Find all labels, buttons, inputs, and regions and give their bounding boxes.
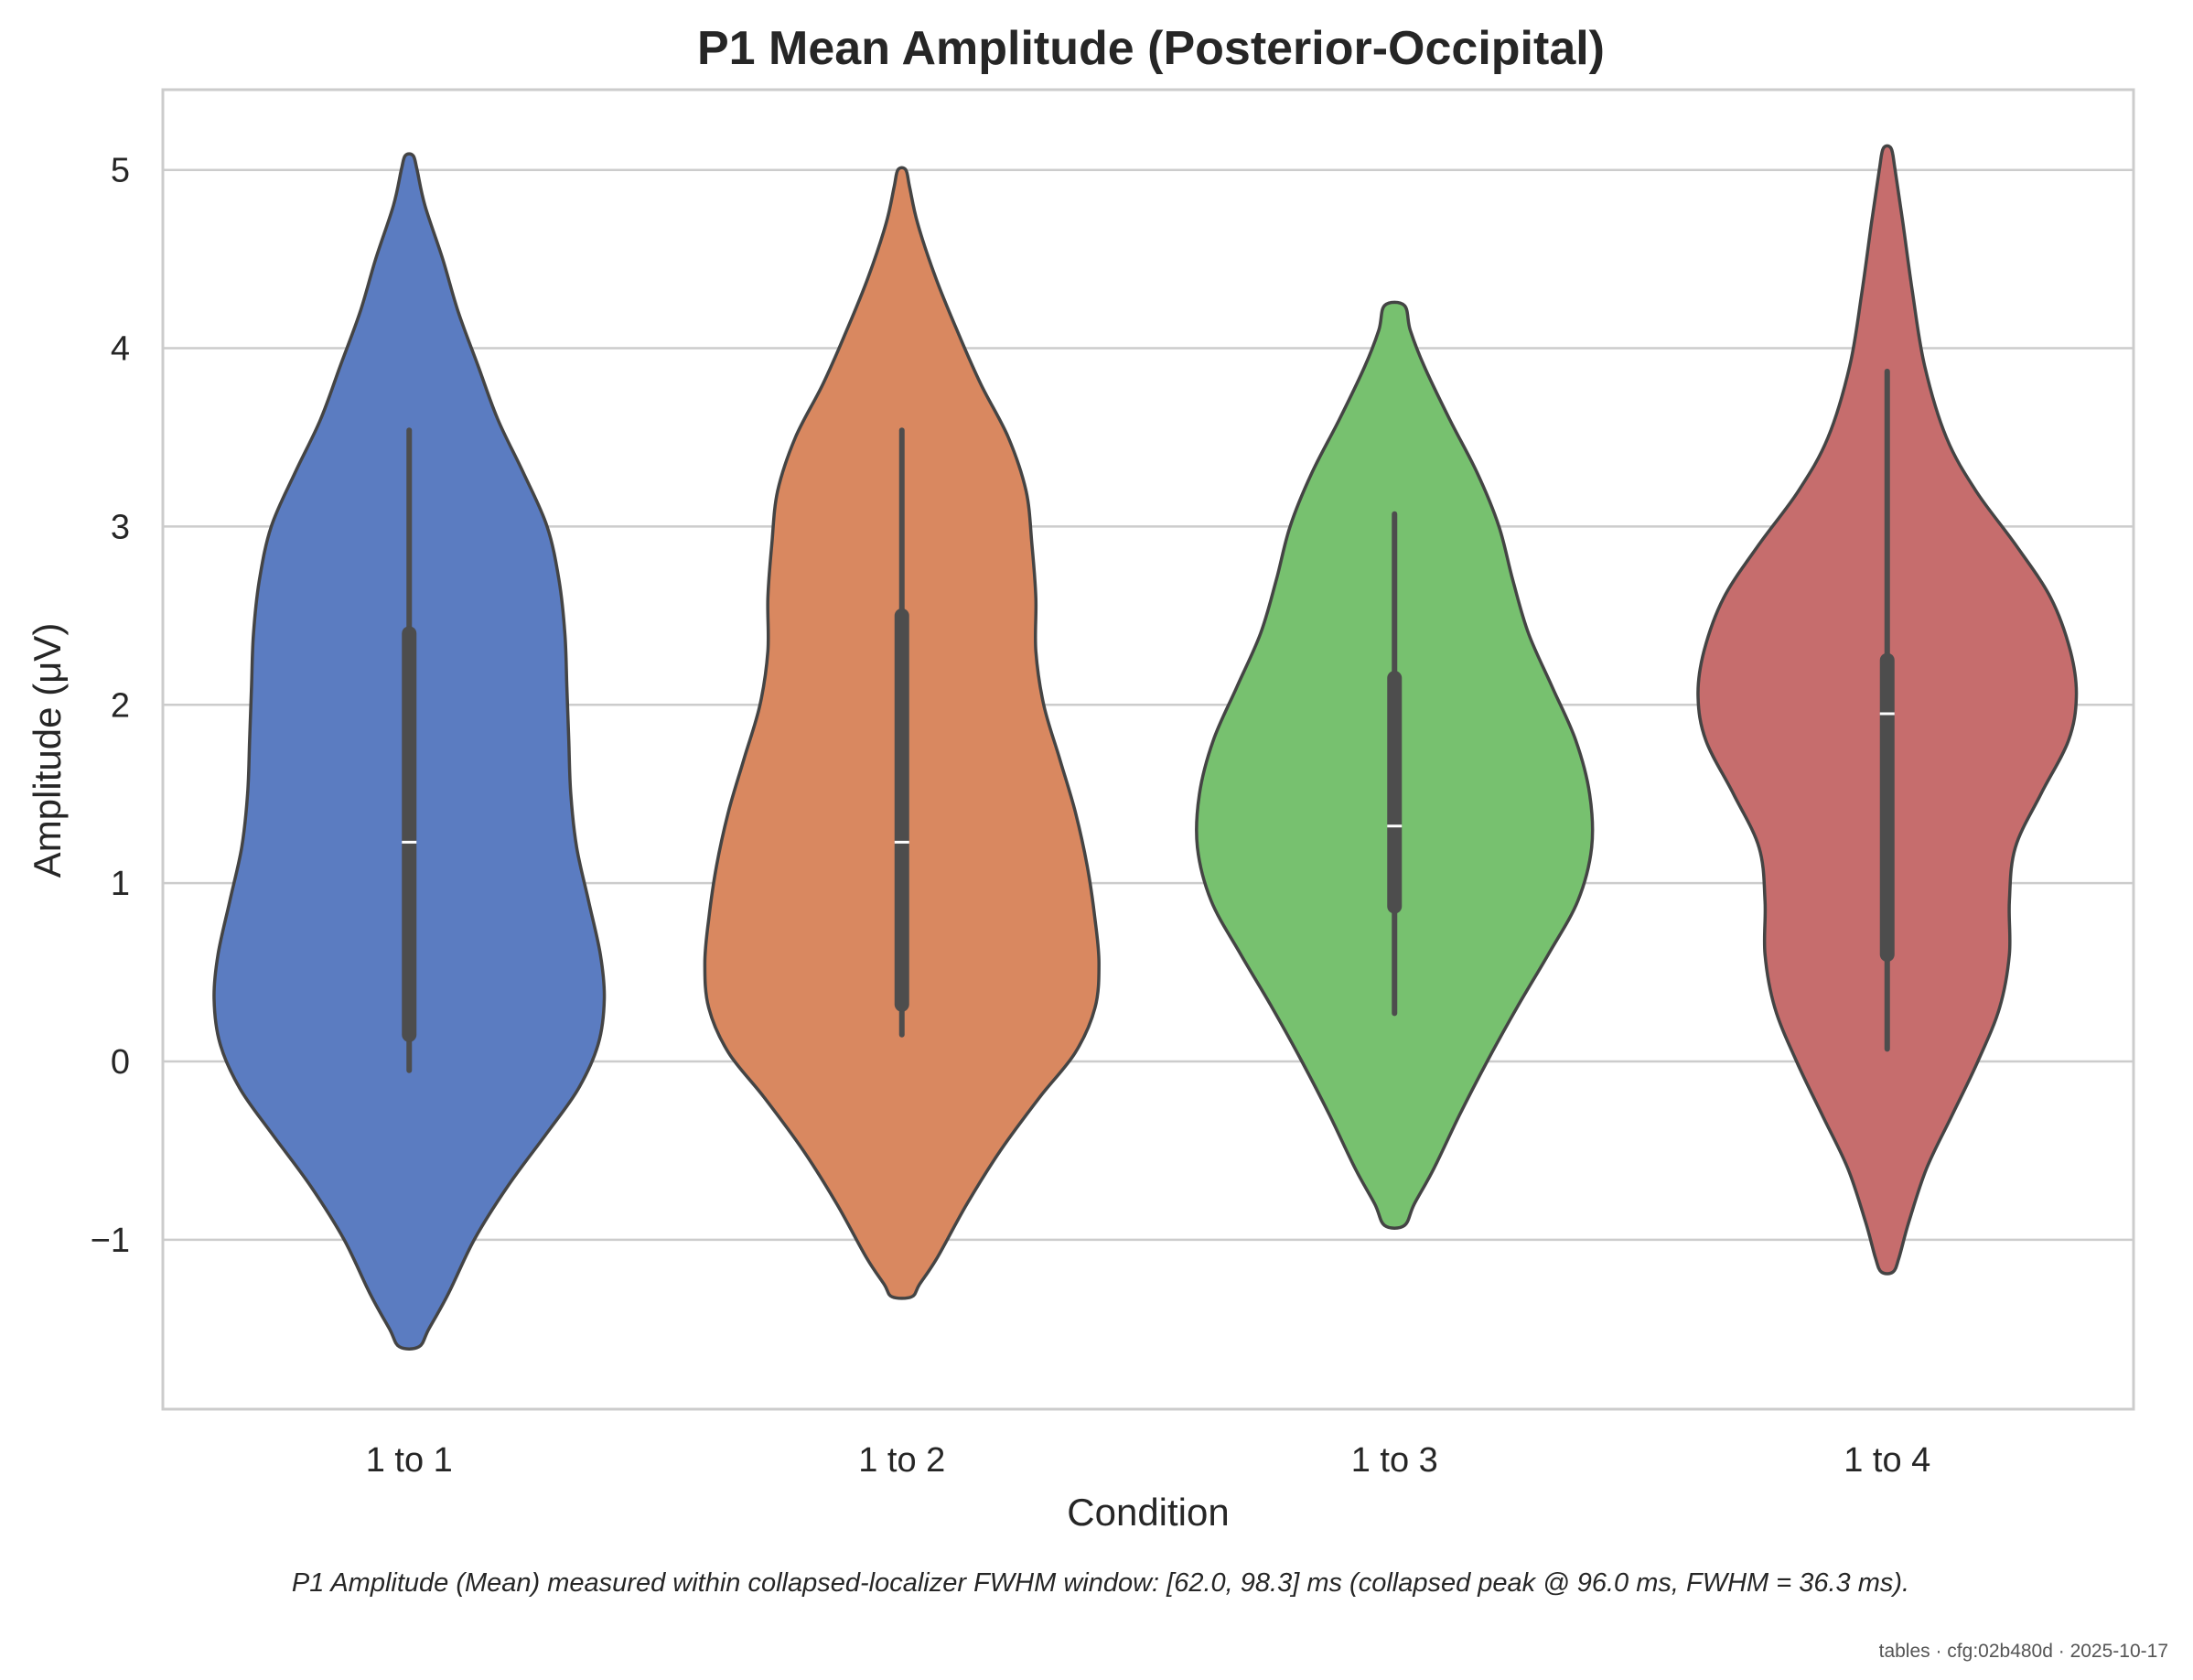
x-tick-label: 1 to 2 bbox=[858, 1441, 945, 1480]
y-tick-label: 5 bbox=[111, 152, 130, 190]
y-tick-label: 0 bbox=[111, 1043, 130, 1082]
inner-box-plots bbox=[402, 368, 1895, 1073]
y-tick-label: −1 bbox=[91, 1222, 130, 1260]
y-axis-label: Amplitude (μV) bbox=[26, 623, 69, 878]
y-tick-label: 2 bbox=[111, 686, 130, 725]
figure-caption: P1 Amplitude (Mean) measured within coll… bbox=[292, 1568, 1909, 1598]
x-tick-label: 1 to 3 bbox=[1351, 1441, 1438, 1480]
x-axis-label: Condition bbox=[1067, 1491, 1229, 1534]
x-tick-labels: 1 to 1 1 to 2 1 to 3 1 to 4 bbox=[366, 1441, 1931, 1480]
y-tick-label: 4 bbox=[111, 330, 130, 369]
y-tick-labels: −1 0 1 2 3 4 5 bbox=[91, 152, 130, 1260]
y-tick-label: 3 bbox=[111, 508, 130, 546]
y-tick-label: 1 bbox=[111, 865, 130, 903]
footer-meta: tables · cfg:02b480d · 2025-10-17 bbox=[1879, 1641, 2168, 1662]
chart-title: P1 Mean Amplitude (Posterior-Occipital) bbox=[697, 22, 1605, 75]
x-tick-label: 1 to 4 bbox=[1844, 1441, 1930, 1480]
x-tick-label: 1 to 1 bbox=[366, 1441, 453, 1480]
plot-frame bbox=[161, 88, 2135, 1411]
